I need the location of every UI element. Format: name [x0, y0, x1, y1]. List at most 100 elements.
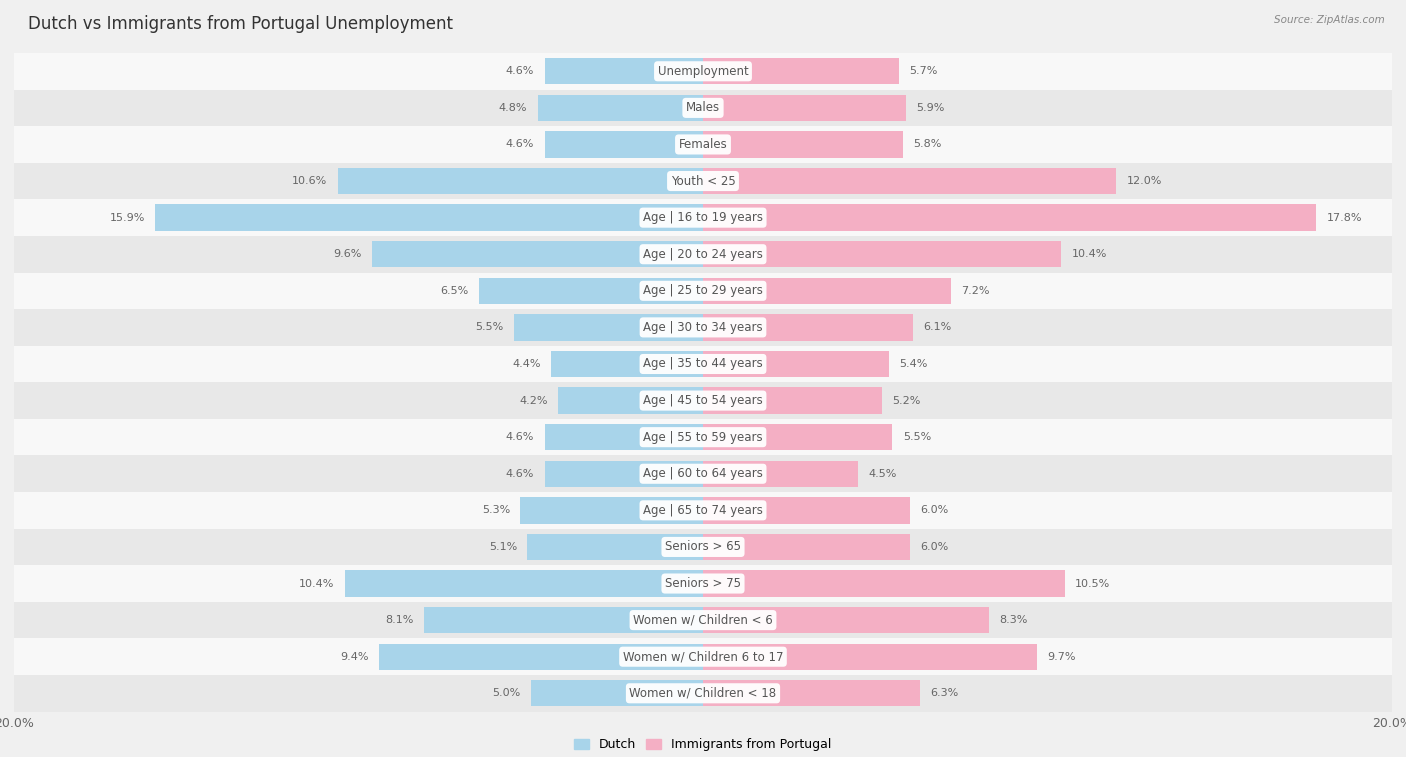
Text: 5.1%: 5.1% [489, 542, 517, 552]
Text: 6.0%: 6.0% [920, 542, 948, 552]
Text: 4.6%: 4.6% [506, 469, 534, 478]
Text: 4.5%: 4.5% [869, 469, 897, 478]
Bar [544, 460, 703, 487]
Text: 5.4%: 5.4% [900, 359, 928, 369]
Text: 5.3%: 5.3% [482, 506, 510, 516]
Bar [703, 680, 920, 706]
Bar [373, 241, 703, 267]
Text: 4.6%: 4.6% [506, 432, 534, 442]
Bar [513, 314, 703, 341]
Text: 7.2%: 7.2% [962, 286, 990, 296]
Bar [14, 675, 1392, 712]
Bar [703, 350, 889, 377]
Text: Women w/ Children < 6: Women w/ Children < 6 [633, 614, 773, 627]
Bar [14, 419, 1392, 456]
Bar [337, 168, 703, 195]
Text: 15.9%: 15.9% [110, 213, 145, 223]
Text: 4.8%: 4.8% [499, 103, 527, 113]
Bar [703, 388, 882, 414]
Text: 5.9%: 5.9% [917, 103, 945, 113]
Bar [425, 607, 703, 634]
Bar [527, 534, 703, 560]
Text: 8.1%: 8.1% [385, 615, 413, 625]
Bar [703, 58, 900, 85]
Bar [14, 456, 1392, 492]
Text: Age | 20 to 24 years: Age | 20 to 24 years [643, 248, 763, 260]
Bar [537, 95, 703, 121]
Bar [703, 314, 912, 341]
Text: 5.2%: 5.2% [893, 396, 921, 406]
Text: Age | 35 to 44 years: Age | 35 to 44 years [643, 357, 763, 370]
Bar [344, 570, 703, 597]
Text: 9.7%: 9.7% [1047, 652, 1076, 662]
Text: 10.4%: 10.4% [299, 578, 335, 588]
Text: 4.6%: 4.6% [506, 139, 534, 149]
Text: Seniors > 75: Seniors > 75 [665, 577, 741, 590]
Text: 9.6%: 9.6% [333, 249, 361, 259]
Bar [14, 309, 1392, 346]
Text: Seniors > 65: Seniors > 65 [665, 540, 741, 553]
Bar [14, 602, 1392, 638]
Bar [155, 204, 703, 231]
Text: Youth < 25: Youth < 25 [671, 175, 735, 188]
Text: 5.7%: 5.7% [910, 67, 938, 76]
Bar [703, 607, 988, 634]
Bar [14, 492, 1392, 528]
Bar [14, 163, 1392, 199]
Text: Age | 30 to 34 years: Age | 30 to 34 years [643, 321, 763, 334]
Text: Age | 55 to 59 years: Age | 55 to 59 years [643, 431, 763, 444]
Bar [703, 460, 858, 487]
Bar [14, 565, 1392, 602]
Bar [14, 382, 1392, 419]
Bar [544, 131, 703, 157]
Text: Unemployment: Unemployment [658, 65, 748, 78]
Text: 4.2%: 4.2% [519, 396, 548, 406]
Bar [14, 236, 1392, 273]
Bar [520, 497, 703, 524]
Bar [544, 424, 703, 450]
Bar [14, 89, 1392, 126]
Text: 4.4%: 4.4% [513, 359, 541, 369]
Bar [703, 424, 893, 450]
Bar [703, 204, 1316, 231]
Bar [14, 199, 1392, 236]
Bar [703, 570, 1064, 597]
Text: 10.6%: 10.6% [292, 176, 328, 186]
Text: Age | 45 to 54 years: Age | 45 to 54 years [643, 394, 763, 407]
Bar [14, 346, 1392, 382]
Bar [558, 388, 703, 414]
Bar [544, 58, 703, 85]
Text: 5.0%: 5.0% [492, 688, 520, 698]
Text: Males: Males [686, 101, 720, 114]
Bar [479, 278, 703, 304]
Text: 4.6%: 4.6% [506, 67, 534, 76]
Text: 10.5%: 10.5% [1076, 578, 1111, 588]
Text: Age | 65 to 74 years: Age | 65 to 74 years [643, 504, 763, 517]
Bar [531, 680, 703, 706]
Text: 9.4%: 9.4% [340, 652, 368, 662]
Text: Women w/ Children < 18: Women w/ Children < 18 [630, 687, 776, 699]
Bar [14, 273, 1392, 309]
Bar [380, 643, 703, 670]
Text: 12.0%: 12.0% [1126, 176, 1163, 186]
Bar [703, 278, 950, 304]
Bar [14, 638, 1392, 675]
Text: 5.5%: 5.5% [903, 432, 931, 442]
Bar [703, 131, 903, 157]
Text: 6.0%: 6.0% [920, 506, 948, 516]
Text: 5.5%: 5.5% [475, 322, 503, 332]
Bar [703, 241, 1062, 267]
Text: Females: Females [679, 138, 727, 151]
Text: Age | 16 to 19 years: Age | 16 to 19 years [643, 211, 763, 224]
Bar [14, 528, 1392, 565]
Text: 8.3%: 8.3% [1000, 615, 1028, 625]
Bar [14, 126, 1392, 163]
Text: Women w/ Children 6 to 17: Women w/ Children 6 to 17 [623, 650, 783, 663]
Bar [14, 53, 1392, 89]
Text: 10.4%: 10.4% [1071, 249, 1107, 259]
Bar [551, 350, 703, 377]
Bar [703, 534, 910, 560]
Text: Source: ZipAtlas.com: Source: ZipAtlas.com [1274, 15, 1385, 25]
Text: Age | 25 to 29 years: Age | 25 to 29 years [643, 285, 763, 298]
Text: 6.5%: 6.5% [440, 286, 468, 296]
